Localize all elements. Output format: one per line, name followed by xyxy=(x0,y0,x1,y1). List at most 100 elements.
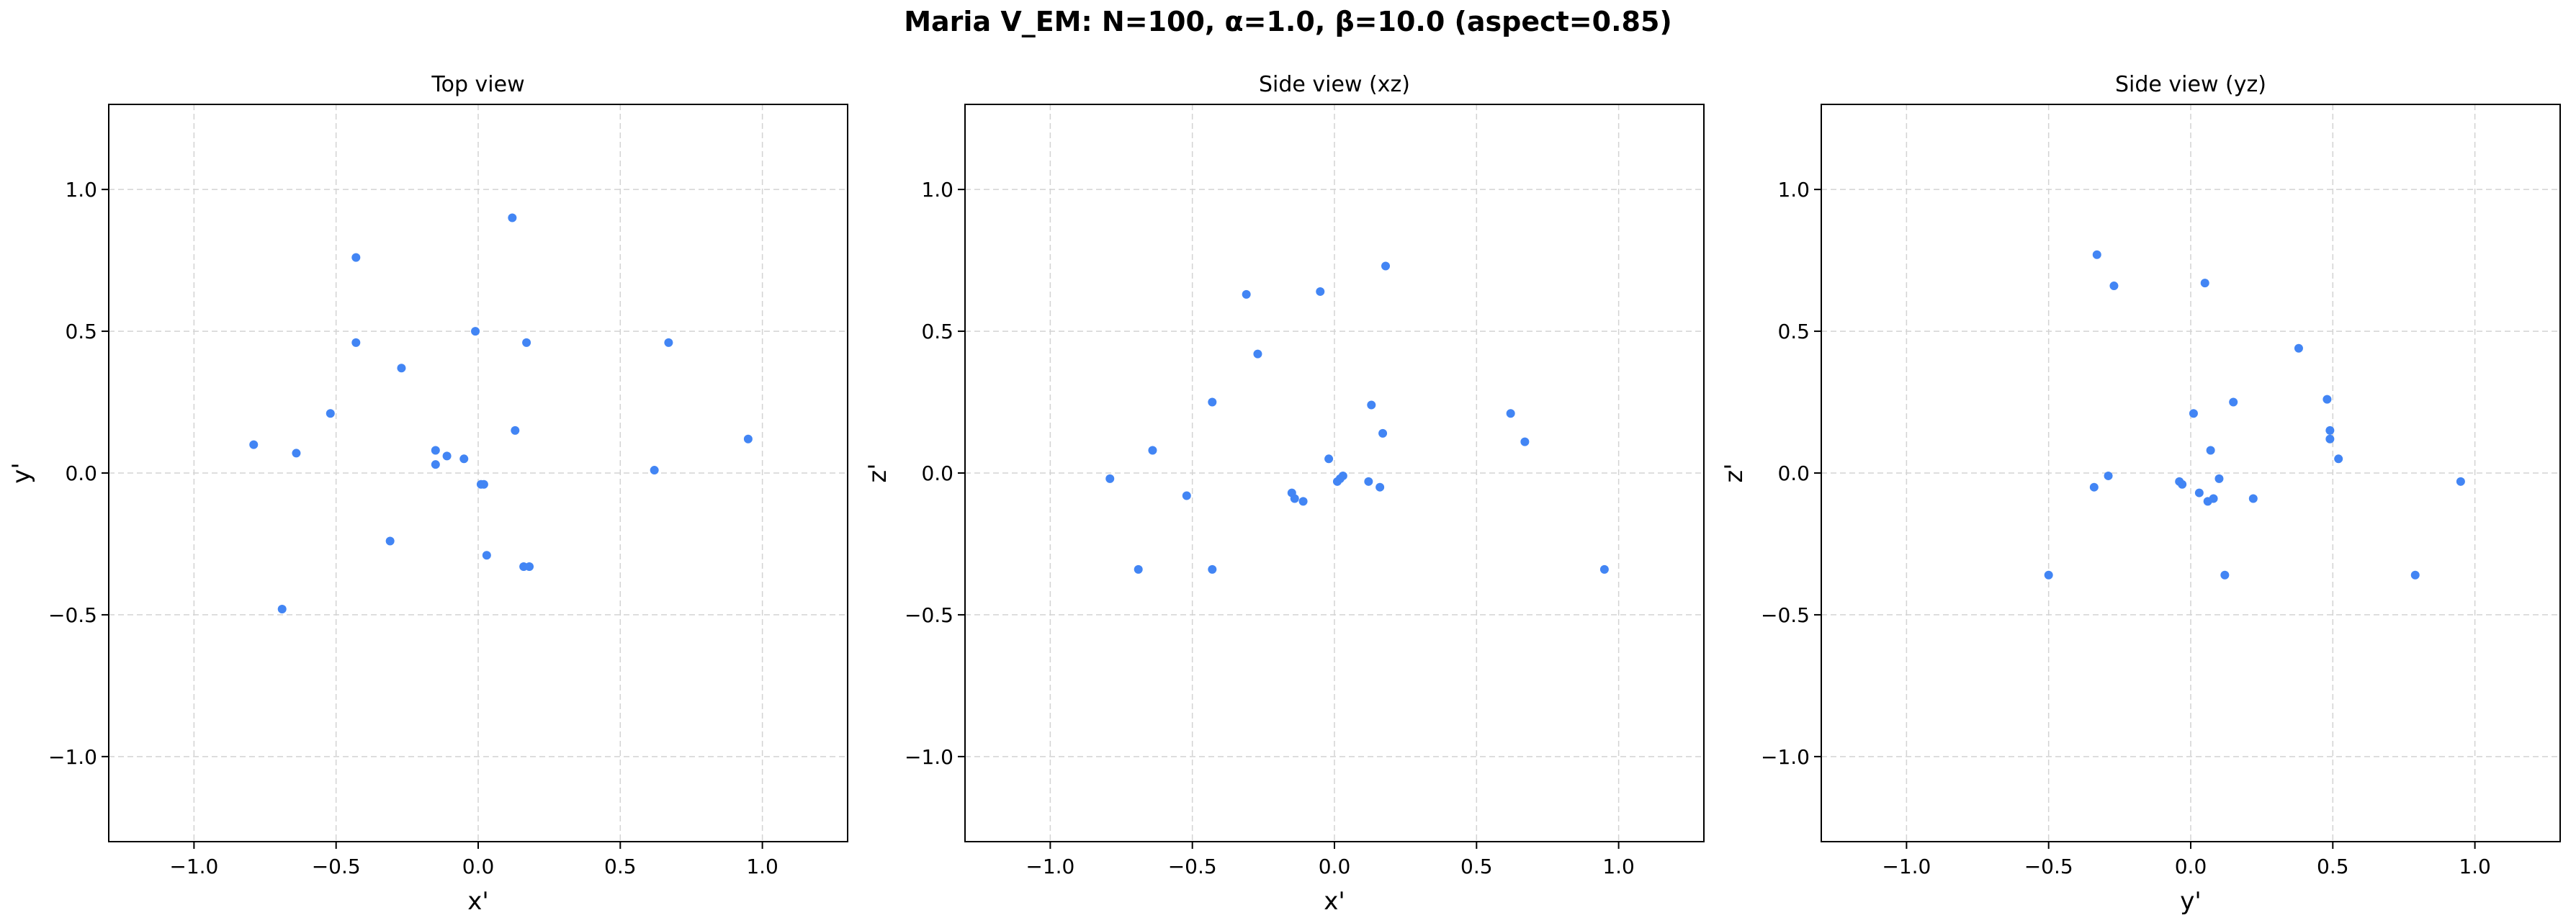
data-point xyxy=(277,605,287,614)
data-point xyxy=(525,562,534,571)
data-point xyxy=(351,338,361,347)
data-point xyxy=(2089,482,2099,492)
data-point xyxy=(1599,564,1609,574)
panel-2: −1.0 −0.5 0.0 0.5 1.0 −1.0 −0.5 0.0 0.5 1.0 Side v… xyxy=(863,72,1705,916)
data-point xyxy=(1105,474,1115,483)
data-point xyxy=(2178,479,2187,489)
panel-title: Side view (xz) xyxy=(1259,72,1410,97)
data-point xyxy=(1208,564,1217,574)
panel-1: −1.0 −0.5 0.0 0.5 1.0 −1.0 −0.5 0.0 0.5 1.0 Top vi… xyxy=(7,72,848,916)
x-tick-label: 0.0 xyxy=(462,855,495,878)
x-tick-label: 1.0 xyxy=(2459,855,2491,878)
y-axis-label: z' xyxy=(1720,463,1749,482)
data-point xyxy=(482,551,491,560)
data-point xyxy=(1290,494,1299,503)
y-tick-label: −1.0 xyxy=(48,745,97,769)
x-axis-label: x' xyxy=(1324,887,1345,916)
data-point xyxy=(1367,400,1376,410)
data-point xyxy=(2456,477,2465,486)
data-point xyxy=(479,479,488,489)
y-tick-label: 0.0 xyxy=(65,462,97,485)
data-point xyxy=(442,451,452,461)
data-point xyxy=(1134,564,1143,574)
y-tick-label: −0.5 xyxy=(48,603,97,627)
data-point xyxy=(1520,437,1530,446)
y-tick-label: 0.5 xyxy=(1777,320,1810,343)
data-point xyxy=(511,426,520,435)
y-axis-label: z' xyxy=(863,463,892,482)
data-point xyxy=(2410,570,2420,580)
data-point xyxy=(397,364,406,373)
data-point xyxy=(508,213,517,222)
x-tick-label: 0.5 xyxy=(1460,855,1493,878)
data-point xyxy=(743,434,753,444)
y-tick-label: −1.0 xyxy=(905,745,953,769)
data-point xyxy=(431,460,440,469)
x-tick-label: −0.5 xyxy=(2024,855,2073,878)
data-point xyxy=(522,338,531,347)
data-point xyxy=(351,253,361,262)
data-point xyxy=(1506,409,1515,418)
x-tick-label: −1.0 xyxy=(1882,855,1931,878)
data-point xyxy=(292,449,301,458)
data-point xyxy=(2294,343,2303,353)
data-point xyxy=(1324,454,1334,464)
data-point xyxy=(2194,488,2204,497)
data-point xyxy=(2092,250,2101,259)
x-tick-label: 0.0 xyxy=(2175,855,2207,878)
data-point xyxy=(2248,494,2258,503)
y-tick-label: −0.5 xyxy=(1761,603,1810,627)
panel-3: −1.0 −0.5 0.0 0.5 1.0 −1.0 −0.5 0.0 0.5 1.0 Side v… xyxy=(1720,72,2561,916)
y-tick-label: −1.0 xyxy=(1761,745,1810,769)
x-tick-label: −0.5 xyxy=(1168,855,1217,878)
axes-frame xyxy=(1821,104,2561,842)
x-tick-label: 0.5 xyxy=(2317,855,2349,878)
data-point xyxy=(664,338,673,347)
data-point xyxy=(1148,446,1157,455)
y-axis-label: y' xyxy=(7,462,36,483)
data-point xyxy=(1338,471,1347,480)
axes-frame xyxy=(108,104,848,842)
data-point xyxy=(2325,434,2335,444)
data-point xyxy=(2334,454,2343,464)
data-point xyxy=(1242,289,1251,299)
data-point xyxy=(2200,279,2209,288)
data-point xyxy=(2104,471,2113,480)
data-point xyxy=(2229,397,2238,407)
data-point xyxy=(1253,349,1262,359)
data-point xyxy=(1208,397,1217,407)
data-point xyxy=(2044,570,2053,580)
data-point xyxy=(2109,282,2119,291)
y-tick-label: 0.5 xyxy=(921,320,953,343)
y-tick-label: 1.0 xyxy=(921,178,953,202)
x-tick-label: 1.0 xyxy=(746,855,778,878)
data-point xyxy=(2214,474,2224,483)
y-tick-label: 1.0 xyxy=(1777,178,1810,202)
data-point xyxy=(1364,477,1373,486)
panel-title: Side view (yz) xyxy=(2115,72,2266,97)
data-point xyxy=(2220,570,2230,580)
data-point xyxy=(1381,261,1391,271)
data-point xyxy=(650,466,659,475)
data-point xyxy=(1378,428,1388,438)
x-tick-label: 0.0 xyxy=(1319,855,1351,878)
data-point xyxy=(2206,446,2215,455)
x-tick-label: −0.5 xyxy=(312,855,361,878)
data-point xyxy=(249,440,259,449)
data-point xyxy=(2189,409,2198,418)
data-point xyxy=(1182,491,1191,500)
data-point xyxy=(1316,287,1325,296)
axes-frame xyxy=(964,104,1705,842)
data-point xyxy=(2209,494,2218,503)
data-point xyxy=(1375,482,1385,492)
data-point xyxy=(431,446,440,455)
data-point xyxy=(2323,395,2332,404)
x-tick-label: −1.0 xyxy=(169,855,218,878)
x-axis-label: x' xyxy=(467,887,488,916)
x-tick-label: 1.0 xyxy=(1602,855,1635,878)
x-axis-label: y' xyxy=(2180,887,2201,916)
data-point xyxy=(2325,426,2335,435)
panel-title: Top view xyxy=(431,72,524,97)
data-point xyxy=(1298,497,1308,506)
